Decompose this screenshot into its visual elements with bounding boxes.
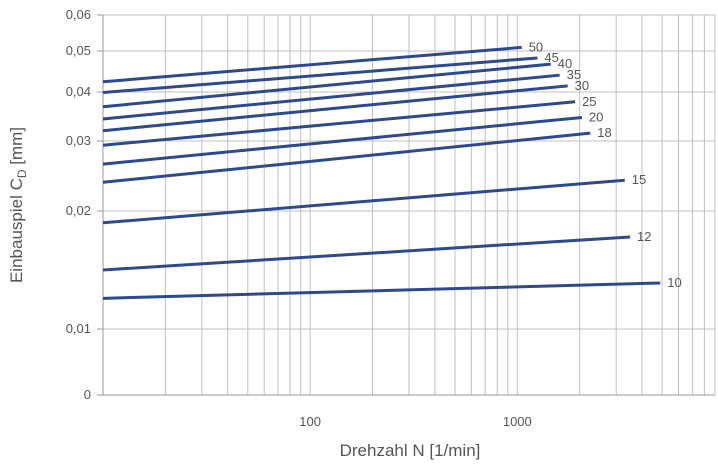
x-axis-ticks: 100 1000 <box>299 414 531 429</box>
series-label-10: 10 <box>667 275 681 290</box>
y-tick-label: 0,05 <box>66 43 91 58</box>
y-tick-label: 0 <box>84 387 91 402</box>
y-tick-label: 0,03 <box>66 133 91 148</box>
x-tick-label: 100 <box>299 414 321 429</box>
series-line-45 <box>102 56 538 94</box>
series-line-15 <box>102 178 625 225</box>
grid <box>102 14 716 396</box>
series-label-45: 45 <box>544 50 558 65</box>
series-line-35 <box>102 73 560 121</box>
x-axis-title: Drehzahl N [1/min] <box>340 441 481 460</box>
x-tick-label: 1000 <box>503 414 532 429</box>
y-tick-label: 0,04 <box>66 84 91 99</box>
series-label-15: 15 <box>632 172 646 187</box>
y-axis-title-main: Einbauspiel C <box>7 178 26 283</box>
y-tick-label: 0,01 <box>66 321 91 336</box>
series-label-25: 25 <box>582 94 596 109</box>
series-label-12: 12 <box>637 229 651 244</box>
y-tick-label: 0,02 <box>66 203 91 218</box>
series-label-30: 30 <box>575 78 589 93</box>
series-line-18 <box>102 131 591 184</box>
series-label-40: 40 <box>558 56 572 71</box>
series-label-35: 35 <box>567 67 581 82</box>
y-axis-title-unit: [mm] <box>7 127 26 170</box>
series-label-50: 50 <box>529 39 543 54</box>
y-axis-title-subscript: D <box>15 169 29 178</box>
series-line-25 <box>102 100 576 147</box>
series-line-10 <box>102 281 661 300</box>
y-tick-label: 0,06 <box>66 7 91 22</box>
series-line-40 <box>102 62 551 109</box>
series-line-50 <box>102 45 522 84</box>
series-line-12 <box>102 235 631 272</box>
series-label-18: 18 <box>597 125 611 140</box>
series-label-20: 20 <box>589 109 603 124</box>
series-line-30 <box>102 84 568 133</box>
y-axis-title: Einbauspiel CD [mm] <box>7 127 29 283</box>
y-axis-ticks: 0 0,01 0,02 0,03 0,04 0,05 0,06 <box>66 7 103 402</box>
series-lines <box>102 45 661 300</box>
series-line-20 <box>102 115 583 166</box>
